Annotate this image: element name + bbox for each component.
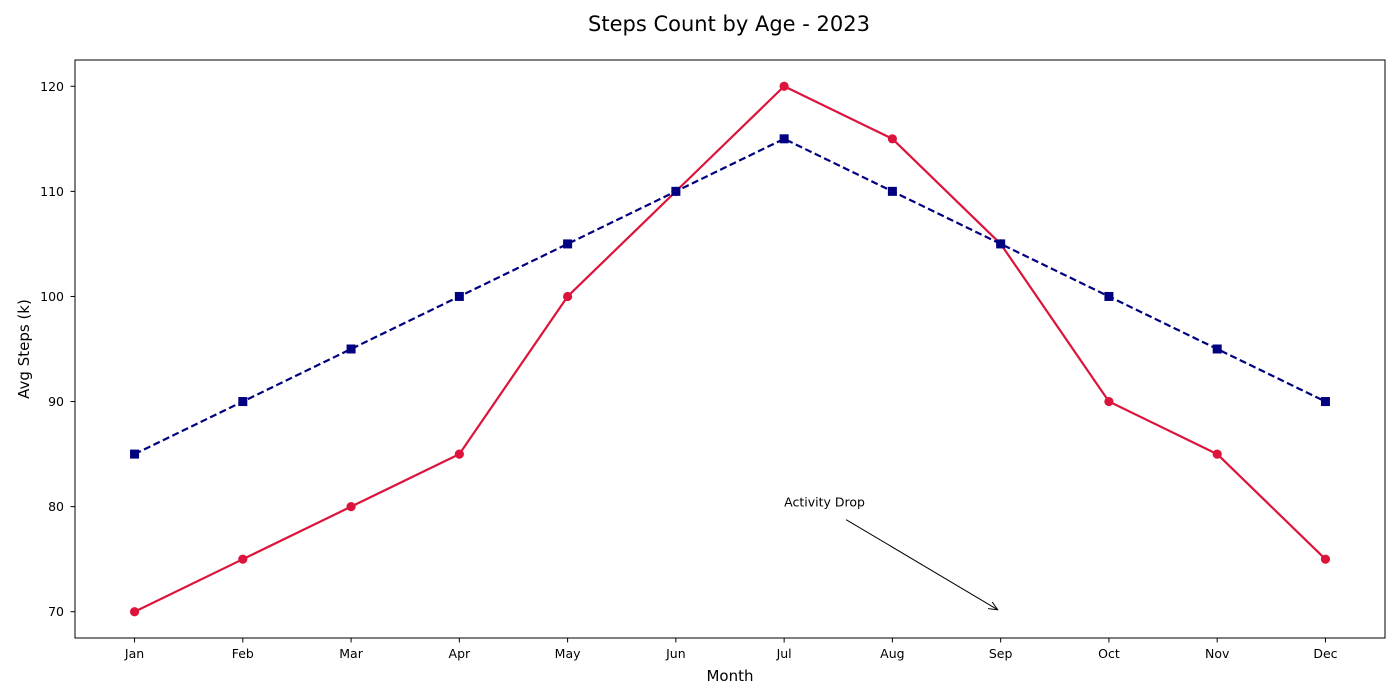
series-2 — [130, 134, 1330, 459]
x-tick-label: May — [555, 646, 581, 661]
data-point — [346, 502, 356, 512]
data-point — [129, 607, 140, 617]
x-tick-label: Nov — [1205, 646, 1230, 661]
data-point — [671, 186, 681, 196]
data-point — [238, 397, 248, 407]
y-tick-label: 110 — [40, 184, 64, 199]
data-point — [779, 134, 789, 144]
series-line — [134, 85, 1327, 613]
x-tick-label: Mar — [339, 646, 363, 661]
x-tick-label: Dec — [1313, 646, 1337, 661]
x-tick-label: Feb — [232, 646, 254, 661]
plot-frame — [74, 59, 1386, 639]
data-point — [1212, 344, 1222, 354]
series-1 — [129, 81, 1331, 617]
data-point — [1104, 396, 1114, 407]
data-point — [1104, 291, 1114, 301]
plot-area — [129, 81, 1331, 617]
x-tick-label: Jan — [124, 646, 144, 661]
data-point — [1320, 554, 1331, 564]
data-point — [563, 239, 573, 249]
y-tick-label: 70 — [48, 604, 64, 619]
axes: Jan Feb Mar Apr May Jun Jul Aug Sep Oct Nov Dec 70 80… — [40, 79, 1338, 661]
data-point — [454, 291, 464, 301]
x-tick-label: Jul — [776, 646, 792, 661]
annotation-arrow — [845, 519, 998, 610]
series-line — [134, 137, 1326, 456]
x-tick-label: Sep — [989, 646, 1013, 661]
y-tick-label: 120 — [40, 79, 64, 94]
data-point — [996, 239, 1006, 249]
x-tick-label: Apr — [449, 646, 471, 661]
chart-title: Steps Count by Age - 2023 — [588, 12, 870, 36]
data-point — [779, 81, 789, 91]
data-point — [454, 449, 464, 459]
data-point — [130, 449, 140, 459]
data-point — [563, 291, 573, 302]
y-tick-label: 90 — [48, 394, 64, 409]
x-axis-title: Month — [706, 667, 753, 685]
data-point — [1320, 397, 1330, 407]
data-point — [887, 186, 897, 196]
y-tick-label: 100 — [40, 289, 64, 304]
annotations: Activity Drop — [784, 495, 998, 610]
data-point — [1212, 449, 1222, 459]
y-axis-title: Avg Steps (k) — [15, 299, 33, 399]
data-point — [238, 554, 248, 564]
x-tick-label: Jun — [665, 646, 686, 661]
data-point — [346, 344, 356, 354]
annotation-text: Activity Drop — [784, 495, 865, 510]
data-point — [887, 134, 897, 144]
y-tick-label: 80 — [48, 499, 64, 514]
x-tick-label: Oct — [1098, 646, 1120, 661]
x-tick-label: Aug — [880, 646, 904, 661]
